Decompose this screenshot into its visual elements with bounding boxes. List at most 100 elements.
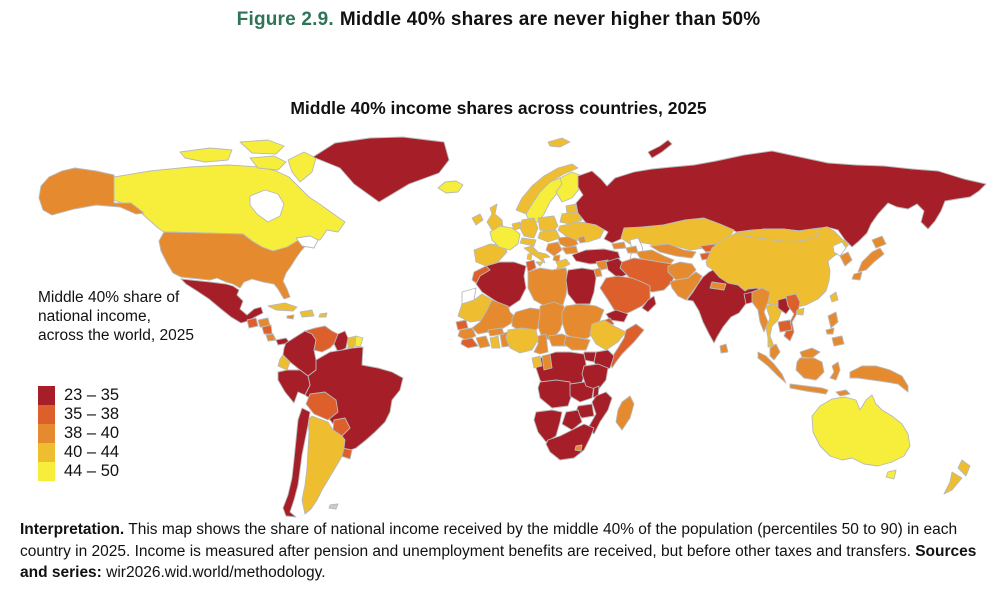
country-moldova [577,235,587,244]
country-greenland [312,136,450,203]
country-switzerland-austria [519,237,537,247]
country-mexico [180,278,264,324]
country-sierra-leone-liberia [460,337,479,349]
falkland-islands [328,503,339,510]
figure-title-text: Middle 40% shares are never higher than … [339,9,761,30]
country-indonesia-java [789,383,829,395]
country-serbia-bosnia [545,241,563,257]
country-spain-portugal [473,243,508,267]
country-argentina [301,415,346,515]
country-malaysia [769,343,821,361]
legend-item: 38 – 40 [38,424,119,443]
country-uganda [583,351,597,363]
country-colombia [282,330,317,377]
country-indonesia-borneo [795,357,825,381]
legend-swatch [38,405,55,424]
country-japan [851,235,887,281]
country-cuba [267,302,298,312]
canadian-arctic-islands [179,139,317,183]
country-uzbekistan [649,243,697,259]
tasmania [885,469,897,480]
country-saudi-arabia [599,275,651,317]
country-timor [835,389,851,397]
country-sri-lanka [719,343,729,354]
country-french-guiana [354,335,364,348]
country-libya [527,267,569,309]
country-belarus [559,211,583,225]
country-azerbaijan [625,245,639,254]
legend-items: 23 – 35 35 – 38 38 – 40 40 – 44 44 – 50 [38,386,119,481]
country-finland [555,171,583,203]
country-new-guinea [849,365,909,393]
country-georgia [611,241,627,250]
country-ireland [471,213,484,226]
country-south-sudan [563,335,591,351]
hainan [795,307,805,316]
legend-title-line: Middle 40% share of [38,289,180,306]
country-guyana [333,330,349,353]
country-senegal [455,319,469,331]
country-australia [811,394,911,467]
country-afghanistan [667,261,697,281]
country-alaska [38,167,145,216]
country-mozambique [587,391,613,435]
country-tunisia [525,259,537,273]
legend-swatch [38,462,55,481]
country-bolivia [305,391,339,421]
country-bulgaria [561,245,579,255]
legend-range-label: 40 – 44 [64,443,120,461]
country-poland [537,215,559,233]
country-cameroon [533,333,549,355]
country-madagascar [615,395,635,431]
sources-text: wir2026.wid.world/methodology. [101,564,326,581]
country-turkmenistan [635,249,675,267]
country-burkina-faso [487,327,505,337]
country-south-africa [545,423,595,461]
country-ghana [489,335,501,349]
country-venezuela [304,325,339,353]
hudson-bay [249,189,285,223]
legend-title-line: across the world, 2025 [38,327,194,344]
country-germany [519,217,539,239]
country-egypt [565,267,597,305]
country-angola [537,379,573,409]
country-nicaragua [261,324,273,335]
great-lakes [295,235,319,249]
country-nigeria [505,327,539,354]
legend-item: 44 – 50 [38,462,119,481]
country-paraguay [332,417,351,437]
legend-range-label: 23 – 35 [64,386,120,404]
country-guatemala [246,317,259,329]
country-indonesia-sumatra [757,351,787,384]
country-chile [282,407,311,518]
country-botswana [561,409,583,431]
legend-range-label: 44 – 50 [64,462,120,480]
country-peru [277,369,311,404]
country-algeria [475,261,527,309]
country-dominican-republic [299,309,315,318]
figure-title: Figure 2.9. Middle 40% shares are never h… [0,9,997,31]
country-oman [641,295,657,313]
country-congo [541,353,553,371]
country-jamaica [286,314,295,320]
country-ivory-coast [475,335,491,349]
country-costa-rica [265,333,277,342]
legend-swatch [38,443,55,462]
country-mongolia [736,227,821,243]
country-ethiopia [589,319,627,351]
country-guinea [457,327,477,341]
legend-swatch [38,386,55,405]
legend-item: 23 – 35 [38,386,119,405]
country-cambodia [777,319,793,333]
country-tanzania [581,363,609,391]
legend-range-label: 35 – 38 [64,405,120,423]
map-title: Middle 40% income shares across countrie… [290,98,707,118]
figure-number-label: Figure 2.9. [236,9,334,30]
country-france [489,225,521,251]
country-south-korea [839,251,853,267]
country-usa [158,231,309,300]
country-nepal [709,281,727,291]
country-lesotho [574,444,583,452]
